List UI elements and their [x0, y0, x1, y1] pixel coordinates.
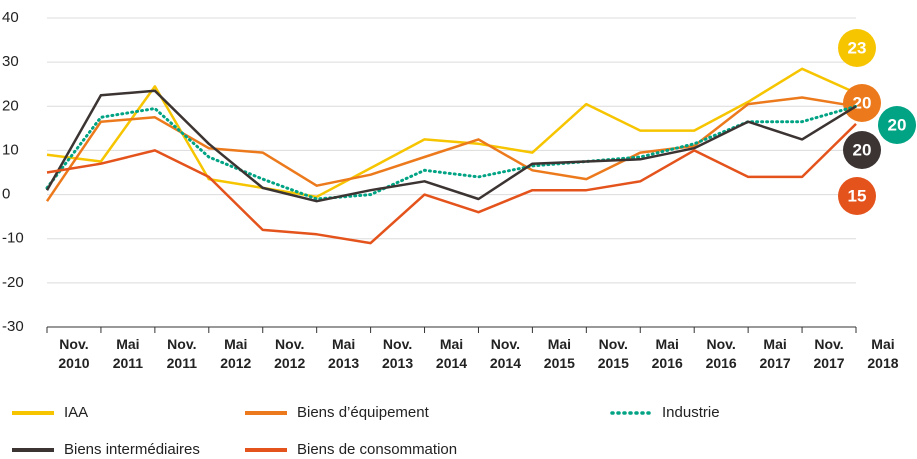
x-tick-label: Mai 2017	[759, 336, 791, 371]
y-tick-label: 20	[2, 97, 19, 114]
y-tick-label: -10	[2, 230, 24, 247]
legend-label: IAA	[64, 404, 88, 421]
x-tick-label: Nov. 2017	[813, 336, 845, 371]
x-tick-label: Nov. 2010	[58, 336, 90, 371]
end-label: 15	[848, 186, 867, 205]
end-badge	[878, 106, 916, 144]
x-tick-label: Mai 2015	[543, 336, 575, 371]
end-badge	[843, 131, 881, 169]
x-tick-label: Nov. 2013	[381, 336, 414, 371]
end-label: 20	[853, 140, 872, 159]
x-tick-label: Nov. 2011	[166, 336, 198, 371]
x-tick-label: Nov. 2015	[597, 336, 629, 371]
x-tick-label: Mai 2011	[112, 336, 144, 371]
legend-label: Industrie	[662, 404, 720, 421]
series-line	[45, 89, 857, 203]
y-tick-label: 40	[2, 9, 19, 26]
series-line	[46, 67, 857, 199]
x-tick-label: Mai 2012	[220, 336, 252, 371]
x-tick-label: Nov. 2014	[489, 336, 521, 371]
series-line	[46, 123, 857, 245]
y-tick-label: -30	[2, 318, 24, 335]
end-label: 20	[888, 115, 907, 134]
y-tick-label: -20	[2, 274, 24, 291]
y-tick-label: 30	[2, 53, 19, 70]
y-tick-label: 10	[2, 141, 19, 158]
y-tick-label: 0	[2, 186, 10, 203]
x-tick-label: Nov. 2012	[274, 336, 306, 371]
end-badge	[838, 177, 876, 215]
end-label: 20	[853, 93, 872, 112]
x-tick-label: Mai 2016	[651, 336, 683, 371]
legend-label: Biens intermédiaires	[64, 441, 200, 458]
series-line	[45, 96, 857, 202]
series-line	[45, 104, 858, 201]
legend-label: Biens d’équipement	[297, 404, 430, 421]
x-tick-label: Mai 2014	[435, 336, 468, 371]
end-badge	[843, 84, 881, 122]
end-label: 23	[848, 38, 867, 57]
legend-label: Biens de consommation	[297, 441, 457, 458]
x-tick-label: Nov. 2016	[705, 336, 737, 371]
end-badge	[838, 29, 876, 67]
x-tick-label: Mai 2013	[328, 336, 360, 371]
x-tick-label: Mai 2018	[867, 336, 899, 371]
